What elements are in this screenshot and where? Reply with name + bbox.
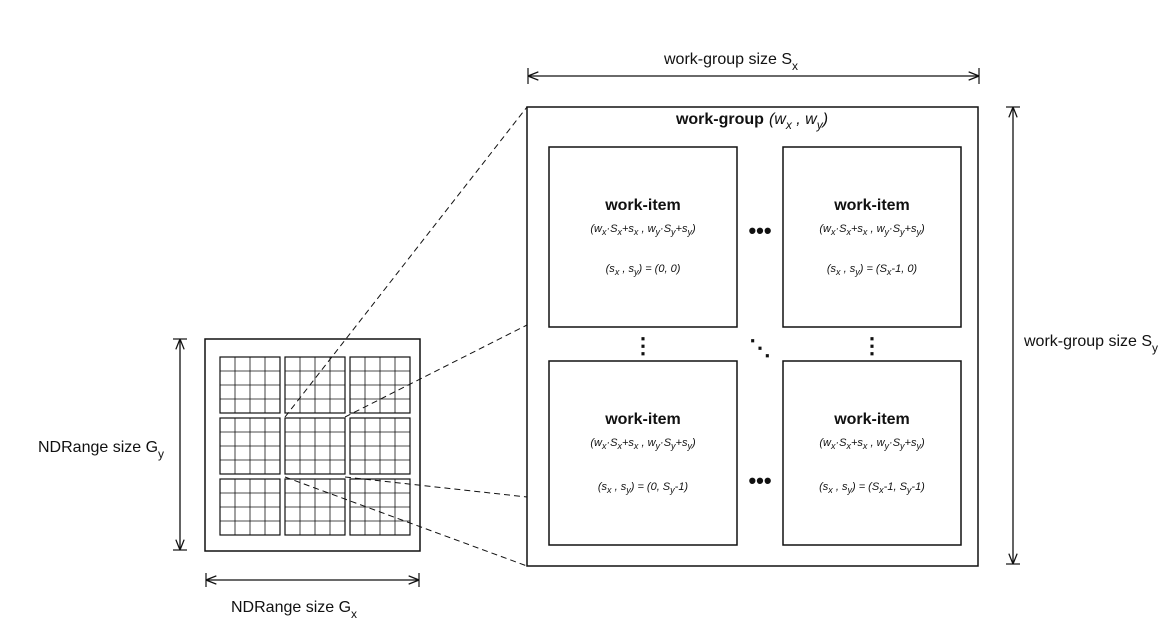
work-item-local-id: (sx , sy) = (Sx-1, 0) [827,263,918,277]
work-item-formula: (wx·Sx+sx , wy·Sy+sy) [819,223,925,237]
work-item-formula: (wx·Sx+sx , wy·Sy+sy) [590,437,696,451]
work-item-local-id: (sx , sy) = (0, 0) [606,263,681,277]
work-item-local-id: (sx , sy) = (0, Sy-1) [598,481,689,495]
ndrange-blocks [219,356,411,536]
work-item-formula: (wx·Sx+sx , wy·Sy+sy) [819,437,925,451]
work-item-title: work-item [833,197,910,214]
ndrange-work-group-block [284,417,346,475]
work-item-bottom-left: work-item (wx·Sx+sx , wy·Sy+sy) (sx , sy… [548,360,738,546]
ndrange-work-group-block [219,478,281,536]
vertical-ellipsis-left: ⋮ [632,333,654,358]
work-group-height-label: work-group size Sy [1023,333,1158,355]
diagonal-ellipsis: ⋱ [749,335,771,360]
work-group-width-dimension: work-group size Sx [527,51,980,84]
work-item-title: work-item [833,411,910,428]
work-item-title: work-item [604,411,681,428]
work-item-top-left: work-item (wx·Sx+sx , wy·Sy+sy) (sx , sy… [548,146,738,328]
work-item-bottom-right: work-item (wx·Sx+sx , wy·Sy+sy) (sx , sy… [782,360,962,546]
ndrange-work-group-block [284,478,346,536]
ndrange-outline [204,338,421,552]
zoom-projection-lines [284,106,528,567]
work-item-top-right: work-item (wx·Sx+sx , wy·Sy+sy) (sx , sy… [782,146,962,328]
ndrange-width-label: NDRange size Gx [231,599,357,621]
work-item-formula: (wx·Sx+sx , wy·Sy+sy) [590,223,696,237]
ndrange-work-group-block [219,417,281,475]
ndrange-height-label: NDRange size Gy [38,439,164,461]
ndrange-work-group-block [284,356,346,414]
horizontal-ellipsis-top: ••• [748,218,771,243]
work-group-title: work-group (wx , wy) [675,111,828,132]
work-group-height-dimension: work-group size Sy [1006,106,1158,565]
vertical-ellipsis-right: ⋮ [861,333,883,358]
horizontal-ellipsis-bottom: ••• [748,468,771,493]
work-group-box [526,106,979,567]
ndrange-work-group-block [349,356,411,414]
ndrange-height-dimension: NDRange size Gy [38,338,187,551]
work-item-local-id: (sx , sy) = (Sx-1, Sy-1) [819,481,925,495]
ndrange-work-group-block [349,417,411,475]
ndrange-grid [204,338,421,552]
ndrange-width-dimension: NDRange size Gx [205,573,420,621]
ndrange-work-group-block [219,356,281,414]
work-group-width-label: work-group size Sx [663,51,798,73]
ndrange-work-group-block [349,478,411,536]
work-item-title: work-item [604,197,681,214]
